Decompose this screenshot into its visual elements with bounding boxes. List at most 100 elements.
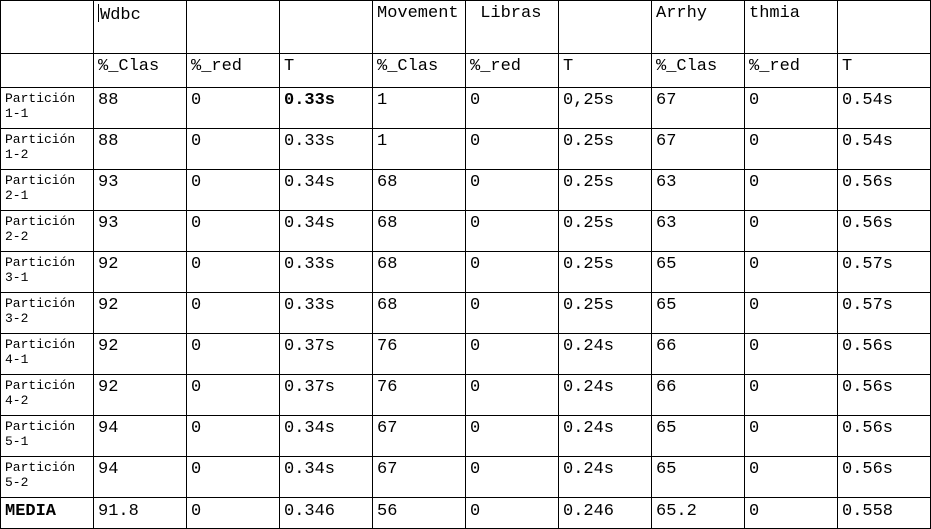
row-label: Partición 3-2 <box>0 292 94 334</box>
table-cell: 0.54s <box>837 128 931 170</box>
table-cell: 66 <box>651 374 745 416</box>
table-cell: 0.24s <box>558 333 652 375</box>
metric-header-cell: T <box>558 53 652 88</box>
row-label: Partición 5-2 <box>0 456 94 498</box>
table-cell: 94 <box>93 456 187 498</box>
table-cell: 0 <box>186 128 280 170</box>
table-cell: 0 <box>186 87 280 129</box>
header-cell-text: Wdbc <box>100 6 141 25</box>
table-cell: 68 <box>372 251 466 293</box>
table-cell: 67 <box>372 456 466 498</box>
row-label: Partición 1-1 <box>0 87 94 129</box>
header-cell: thmia <box>744 0 838 54</box>
header-cell <box>186 0 280 54</box>
table-cell: 0.34s <box>279 415 373 457</box>
table-cell: 0.56s <box>837 333 931 375</box>
table-cell: 1 <box>372 87 466 129</box>
table-row: Partición 5-1 94 0 0.34s 67 0 0.24s 65 0 0.56s <box>0 415 931 457</box>
table-cell: 0 <box>186 251 280 293</box>
table-row: Partición 3-1 92 0 0.33s 68 0 0.25s 65 0 0.57s <box>0 251 931 293</box>
table-cell: 0.37s <box>279 333 373 375</box>
table-cell: 0 <box>744 415 838 457</box>
table-cell: 0.56s <box>837 456 931 498</box>
row-label: Partición 4-2 <box>0 374 94 416</box>
table-cell: 0 <box>186 210 280 252</box>
table-cell: 0 <box>744 87 838 129</box>
table-cell: 65.2 <box>651 497 745 529</box>
metric-header-cell: %_Clas <box>372 53 466 88</box>
table-cell: 68 <box>372 169 466 211</box>
table-cell: 0.37s <box>279 374 373 416</box>
table-cell: 0 <box>186 169 280 211</box>
table-cell: 94 <box>93 415 187 457</box>
row-label: Partición 2-1 <box>0 169 94 211</box>
metric-header-cell: %_red <box>186 53 280 88</box>
table-row: Partición 2-1 93 0 0.34s 68 0 0.25s 63 0 0.56s <box>0 169 931 211</box>
table-cell: 92 <box>93 333 187 375</box>
table-cell: 0.56s <box>837 374 931 416</box>
table-cell: 0.25s <box>558 169 652 211</box>
table-cell: 0 <box>744 497 838 529</box>
table-cell: 0 <box>465 87 559 129</box>
table-row: Partición 1-1 88 0 0.33s 1 0 0,25s 67 0 0.54s <box>0 87 931 129</box>
table-cell: 0.346 <box>279 497 373 529</box>
row-label: Partición 2-2 <box>0 210 94 252</box>
table-cell: 66 <box>651 333 745 375</box>
metric-header-row: %_Clas %_red T %_Clas %_red T %_Clas %_r… <box>0 53 931 88</box>
metric-header-cell: T <box>279 53 373 88</box>
table-cell: 0 <box>744 456 838 498</box>
table-cell: 0 <box>465 251 559 293</box>
mean-row: MEDIA 91.8 0 0.346 56 0 0.246 65.2 0 0.558 <box>0 497 931 529</box>
header-cell: Movement <box>372 0 466 54</box>
table-cell: 0 <box>465 128 559 170</box>
table-row: Partición 2-2 93 0 0.34s 68 0 0.25s 63 0 0.56s <box>0 210 931 252</box>
table-cell: 0.33s <box>279 292 373 334</box>
table-cell: 0 <box>465 456 559 498</box>
row-label: Partición 5-1 <box>0 415 94 457</box>
row-label: Partición 3-1 <box>0 251 94 293</box>
table-cell: 67 <box>651 128 745 170</box>
table-row: Partición 3-2 92 0 0.33s 68 0 0.25s 65 0 0.57s <box>0 292 931 334</box>
header-cell <box>279 0 373 54</box>
table-row: Partición 1-2 88 0 0.33s 1 0 0.25s 67 0 0.54s <box>0 128 931 170</box>
table-cell: 0 <box>744 251 838 293</box>
table-cell: 93 <box>93 210 187 252</box>
table-cell: 0,25s <box>558 87 652 129</box>
table-cell: 76 <box>372 374 466 416</box>
table-cell: 0.33s <box>279 87 373 129</box>
table-cell: 0 <box>465 292 559 334</box>
table-cell: 0.34s <box>279 169 373 211</box>
table-cell: 0 <box>744 128 838 170</box>
table-cell: 0.56s <box>837 169 931 211</box>
row-label: Partición 4-1 <box>0 333 94 375</box>
table-cell: 0.56s <box>837 210 931 252</box>
metric-header-cell: %_red <box>465 53 559 88</box>
table-cell: 0 <box>744 333 838 375</box>
row-label: MEDIA <box>0 497 94 529</box>
table-cell: 67 <box>372 415 466 457</box>
header-cell[interactable]: Wdbc <box>93 0 187 54</box>
table-cell: 0.24s <box>558 415 652 457</box>
table-cell: 91.8 <box>93 497 187 529</box>
metric-header-cell: T <box>837 53 931 88</box>
table-cell: 0.25s <box>558 210 652 252</box>
table-cell: 0.34s <box>279 456 373 498</box>
header-cell <box>558 0 652 54</box>
table-cell: 0 <box>465 497 559 529</box>
table-cell: 65 <box>651 415 745 457</box>
table-cell: 68 <box>372 210 466 252</box>
table-cell: 88 <box>93 87 187 129</box>
header-cell: Libras <box>465 0 559 54</box>
table-cell: 0 <box>186 456 280 498</box>
table-cell: 0.24s <box>558 456 652 498</box>
table-cell: 76 <box>372 333 466 375</box>
table-cell: 92 <box>93 292 187 334</box>
table-cell: 0 <box>465 374 559 416</box>
table-cell: 0 <box>744 292 838 334</box>
table-cell: 63 <box>651 169 745 211</box>
table-cell: 92 <box>93 374 187 416</box>
table-cell: 0.25s <box>558 128 652 170</box>
table-cell: 0 <box>186 333 280 375</box>
table-cell: 65 <box>651 292 745 334</box>
